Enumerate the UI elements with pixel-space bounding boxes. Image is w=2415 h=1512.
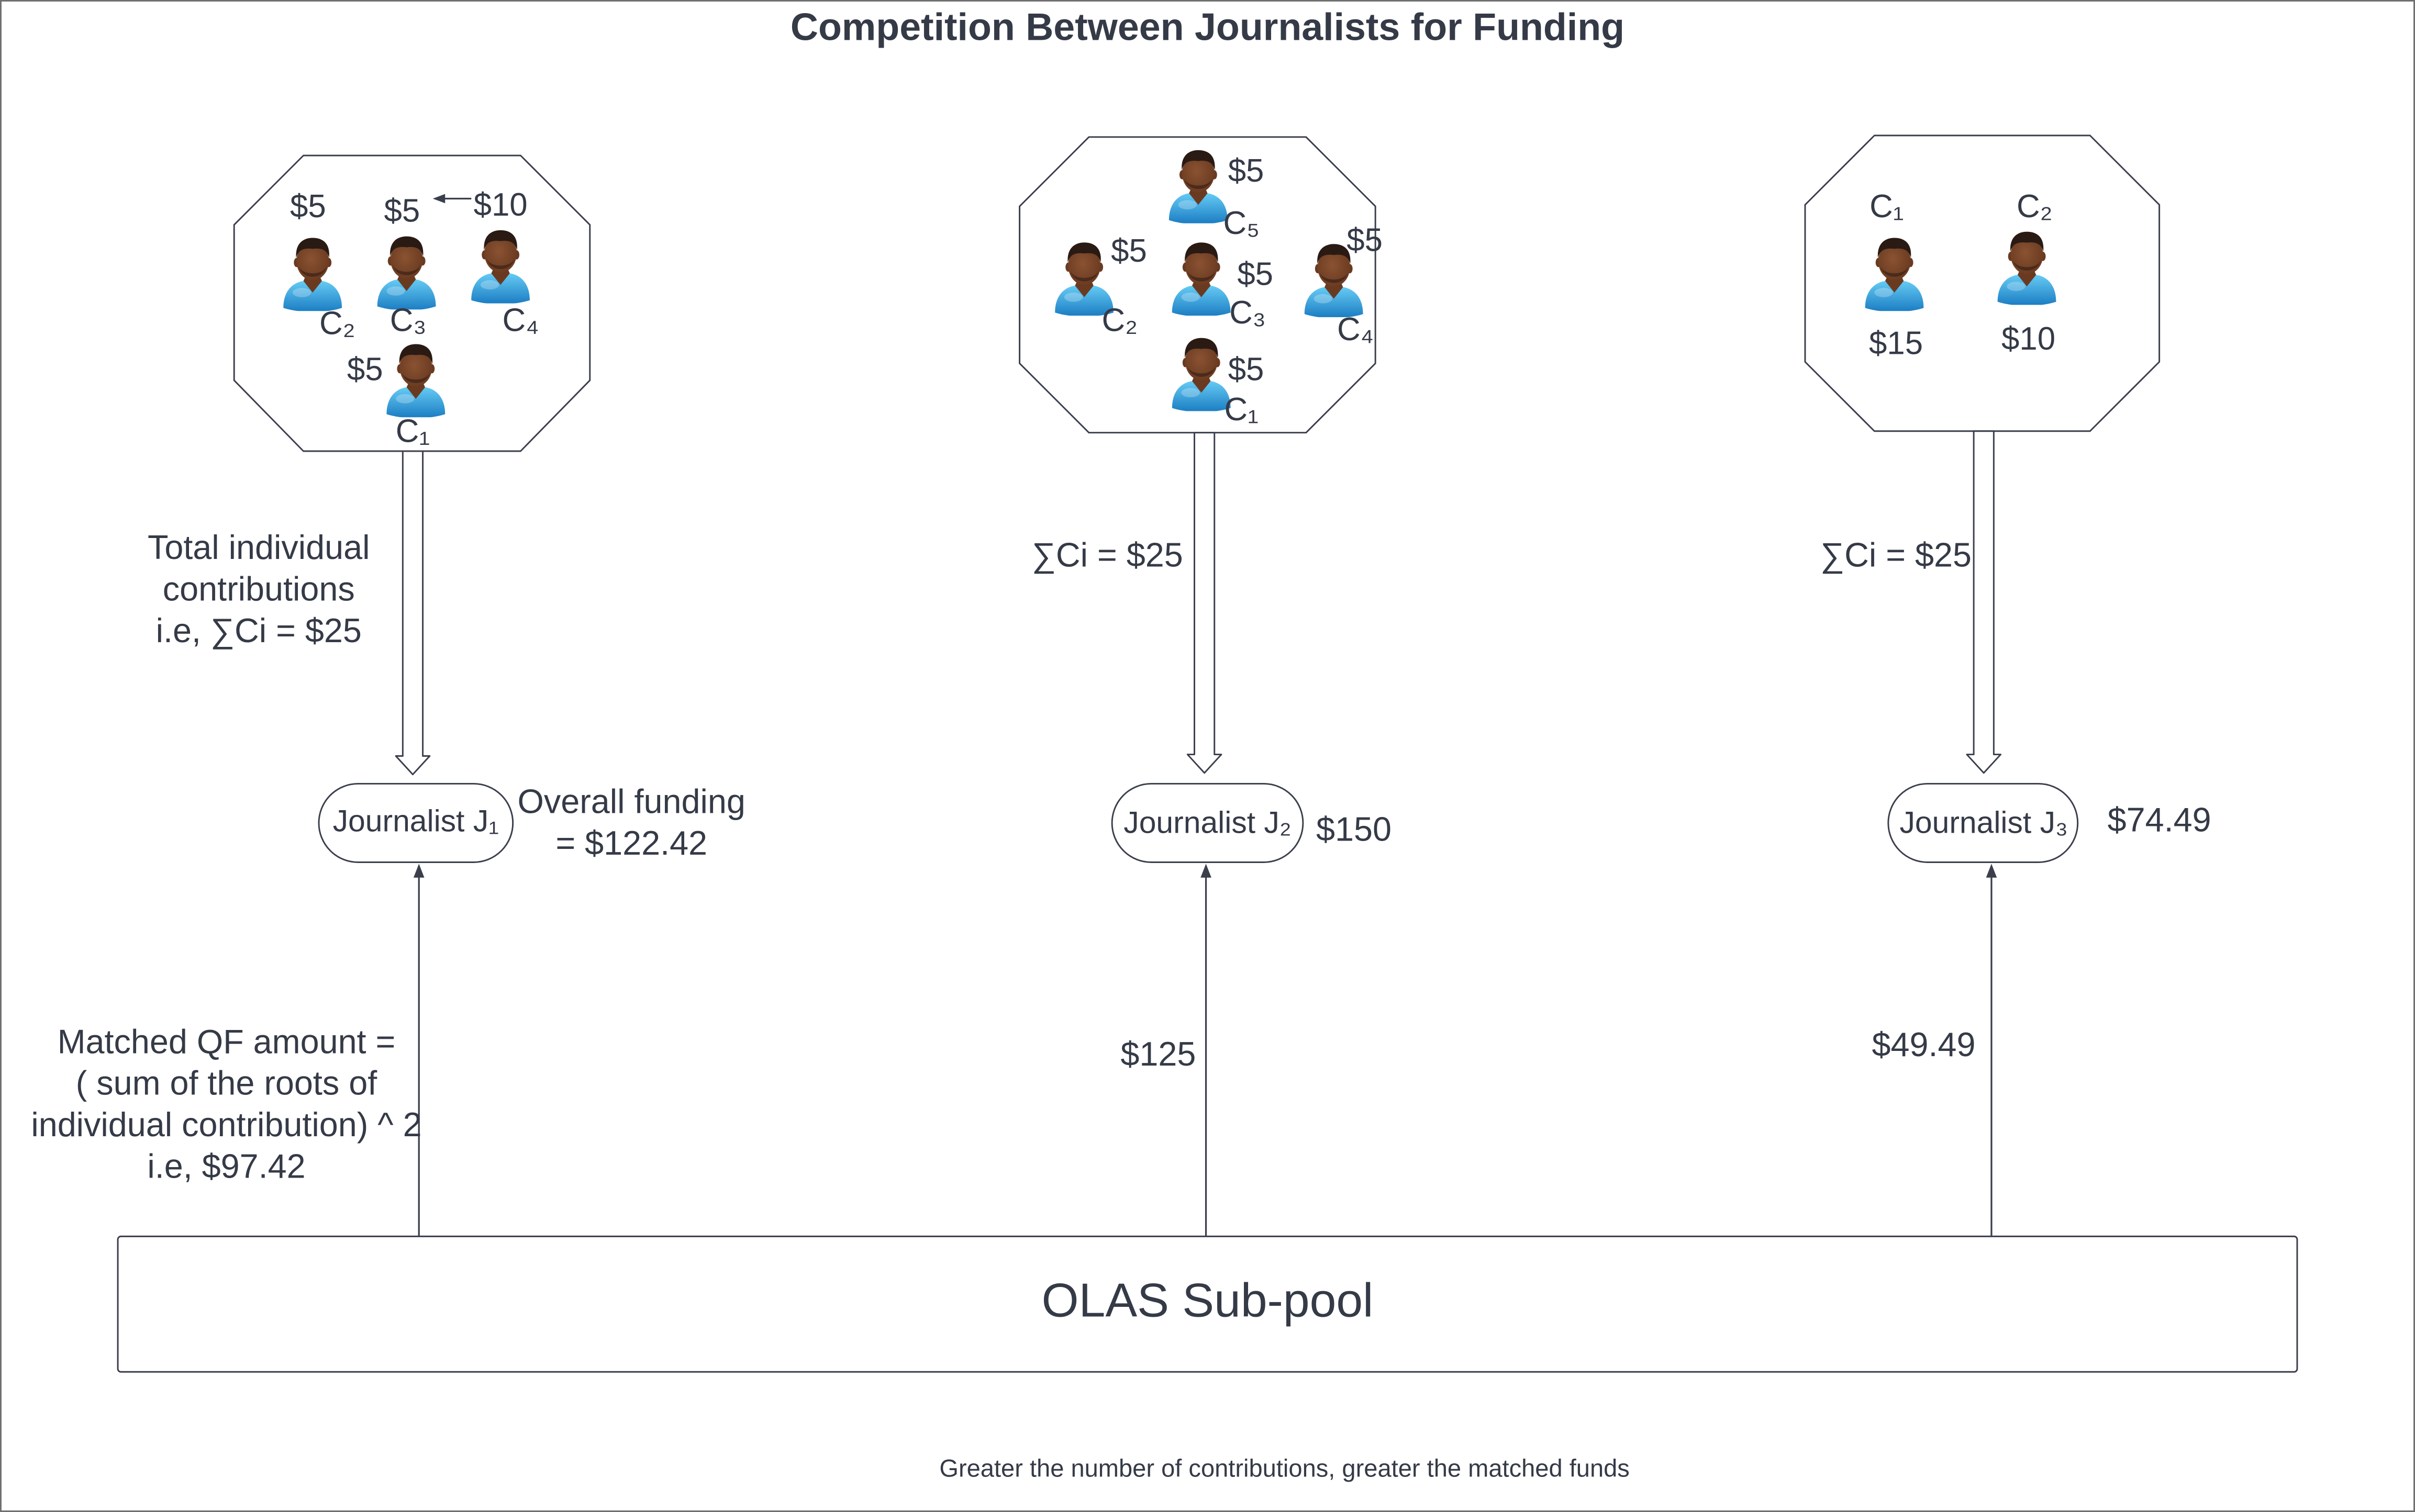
matching-arrow bbox=[1986, 864, 1997, 1237]
matched-amount-note: i.e, $97.42 bbox=[147, 1147, 305, 1185]
small-arrow bbox=[432, 194, 472, 204]
contribution-arrow bbox=[395, 450, 431, 776]
contributor-amount: $5 bbox=[347, 352, 383, 388]
contributor-label: C₂ bbox=[319, 305, 355, 341]
pool-box bbox=[117, 1235, 2298, 1373]
matched-amount-note: individual contribution) ^ 2 bbox=[31, 1105, 421, 1144]
contributor-amount: $5 bbox=[290, 188, 326, 225]
journalist-1-section: $5 C₂ $5 C₃ $10 C₄ $5 C₁ Total individua… bbox=[31, 154, 745, 1237]
journalist-label: Journalist J₁ bbox=[333, 804, 499, 838]
contributors-octagon bbox=[1804, 135, 2161, 432]
journalist-label: Journalist J₂ bbox=[1123, 806, 1291, 840]
journalist-2-section: $5 C₅ $5 C₂ $5 C₃ $5 C₄ $5 C₁ ∑Ci = $25 … bbox=[1019, 136, 1392, 1237]
matching-arrow bbox=[413, 864, 425, 1237]
contributor-label: C₃ bbox=[1229, 295, 1266, 331]
contributor-label: C₂ bbox=[2017, 188, 2053, 225]
overall-funding-note: = $122.42 bbox=[555, 824, 707, 862]
contributor-label: C₃ bbox=[390, 303, 427, 339]
arrowhead bbox=[1986, 864, 1997, 878]
contributor-amount: $10 bbox=[474, 187, 528, 223]
contributor-amount: $5 bbox=[384, 193, 420, 229]
journalist-label: Journalist J₃ bbox=[1899, 806, 2068, 840]
contributor-label: C₁ bbox=[1869, 188, 1904, 225]
matching-arrow bbox=[1200, 864, 1211, 1237]
matched-amount-note: $49.49 bbox=[1872, 1025, 1976, 1063]
contribution-total-note: Total individual bbox=[148, 528, 370, 566]
contribution-arrow bbox=[1966, 430, 2002, 774]
overall-funding-note: Overall funding bbox=[518, 782, 745, 820]
contributor-label: C₁ bbox=[396, 413, 430, 449]
arrowhead bbox=[432, 194, 446, 204]
contributor-amount: $10 bbox=[2001, 321, 2055, 357]
contributor-label: C₅ bbox=[1223, 205, 1260, 241]
matched-amount-note: $125 bbox=[1120, 1035, 1196, 1073]
journalist-node bbox=[318, 782, 514, 863]
contribution-arrow bbox=[1186, 432, 1222, 774]
arrowhead bbox=[1200, 864, 1211, 878]
contributor-label: C₁ bbox=[1224, 391, 1258, 428]
contributor-amount: $15 bbox=[1869, 326, 1923, 362]
contributor-label: C₂ bbox=[1102, 303, 1138, 339]
arrowhead bbox=[413, 864, 425, 878]
contribution-total-note: ∑Ci = $25 bbox=[1820, 536, 1972, 574]
overall-funding-note: $74.49 bbox=[2108, 801, 2211, 839]
contributor-label: C₄ bbox=[502, 303, 539, 339]
pool-label: OLAS Sub-pool bbox=[1042, 1273, 1374, 1327]
contribution-total-note: i.e, ∑Ci = $25 bbox=[156, 611, 362, 649]
journalist-node bbox=[1887, 782, 2079, 863]
matched-amount-note: ( sum of the roots of bbox=[76, 1064, 378, 1102]
contributor-amount: $5 bbox=[1237, 256, 1273, 292]
contribution-total-note: contributions bbox=[163, 569, 355, 608]
diagram-title: Competition Between Journalists for Fund… bbox=[791, 5, 1624, 48]
contributor-amount: $5 bbox=[1228, 352, 1264, 388]
contributor-label: C₄ bbox=[1337, 311, 1374, 348]
matched-amount-note: Matched QF amount = bbox=[58, 1022, 396, 1060]
contributor-amount: $5 bbox=[1228, 153, 1264, 189]
overall-funding-note: $150 bbox=[1316, 810, 1392, 848]
footer-caption: Greater the number of contributions, gre… bbox=[939, 1454, 1630, 1482]
contributor-amount: $5 bbox=[1111, 233, 1147, 269]
contributor-amount: $5 bbox=[1346, 222, 1383, 259]
contribution-total-note: ∑Ci = $25 bbox=[1032, 536, 1183, 574]
journalist-node bbox=[1111, 782, 1304, 863]
journalist-3-section: C₁ $15 C₂ $10 ∑Ci = $25 Journalist J₃ $7… bbox=[1804, 135, 2211, 1237]
